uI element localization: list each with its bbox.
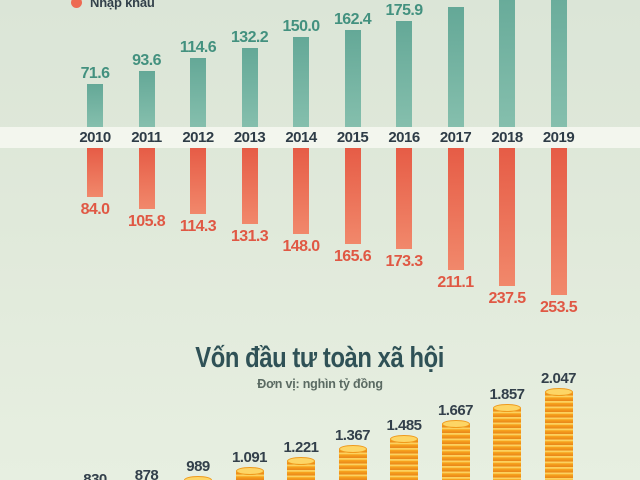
legend-import: Nhập khẩu (71, 0, 155, 10)
coin-stack-top (545, 388, 573, 396)
investment-value-label: 1.857 (472, 386, 542, 404)
investment-value-label: 1.667 (421, 402, 491, 420)
export-bar (396, 21, 412, 127)
year-label: 2018 (481, 129, 533, 146)
year-label: 2017 (430, 129, 482, 146)
coin-stack (236, 469, 264, 480)
year-label: 2016 (378, 129, 430, 146)
year-label: 2011 (121, 129, 173, 146)
year-label: 2014 (275, 129, 327, 146)
coin-stack-top (236, 467, 264, 475)
year-label: 2013 (224, 129, 276, 146)
coin-stack (339, 447, 367, 480)
export-bar (139, 71, 155, 127)
export-bar (293, 37, 309, 127)
import-bar (293, 148, 309, 234)
import-bar (551, 148, 567, 295)
export-bar (499, 0, 515, 127)
coin-stack (493, 406, 521, 480)
coin-stack (287, 459, 315, 480)
import-bar (139, 148, 155, 209)
import-bar (190, 148, 206, 214)
import-value-label: 253.5 (524, 299, 594, 317)
coin-stack-top (442, 420, 470, 428)
coin-stack-top (390, 435, 418, 443)
year-label: 2019 (533, 129, 585, 146)
import-bar (242, 148, 258, 224)
export-bar (87, 84, 103, 127)
year-label: 2010 (69, 129, 121, 146)
export-bar (242, 48, 258, 127)
export-bar (448, 7, 464, 127)
infographic-canvas: Nhập khẩu 71.684.093.6105.8114.6114.3132… (0, 0, 640, 480)
import-bar (499, 148, 515, 286)
export-value-label (421, 0, 491, 6)
export-bar (551, 0, 567, 127)
export-bar (190, 58, 206, 127)
legend-import-label: Nhập khẩu (90, 0, 155, 10)
coin-stack (442, 422, 470, 480)
coin-stack (390, 437, 418, 480)
year-label: 2012 (172, 129, 224, 146)
import-bar (345, 148, 361, 244)
coin-stack-top (287, 457, 315, 465)
coin-stack (545, 390, 573, 480)
coin-stack-top (184, 476, 212, 480)
year-label: 2015 (327, 129, 379, 146)
import-bar (448, 148, 464, 270)
investment-value-label: 2.047 (524, 370, 594, 388)
import-value-label: 173.3 (369, 253, 439, 271)
import-bar (87, 148, 103, 197)
coin-stack-top (493, 404, 521, 412)
import-bar (396, 148, 412, 249)
legend-import-dot-icon (71, 0, 82, 8)
export-bar (345, 30, 361, 127)
coin-stack-top (339, 445, 367, 453)
